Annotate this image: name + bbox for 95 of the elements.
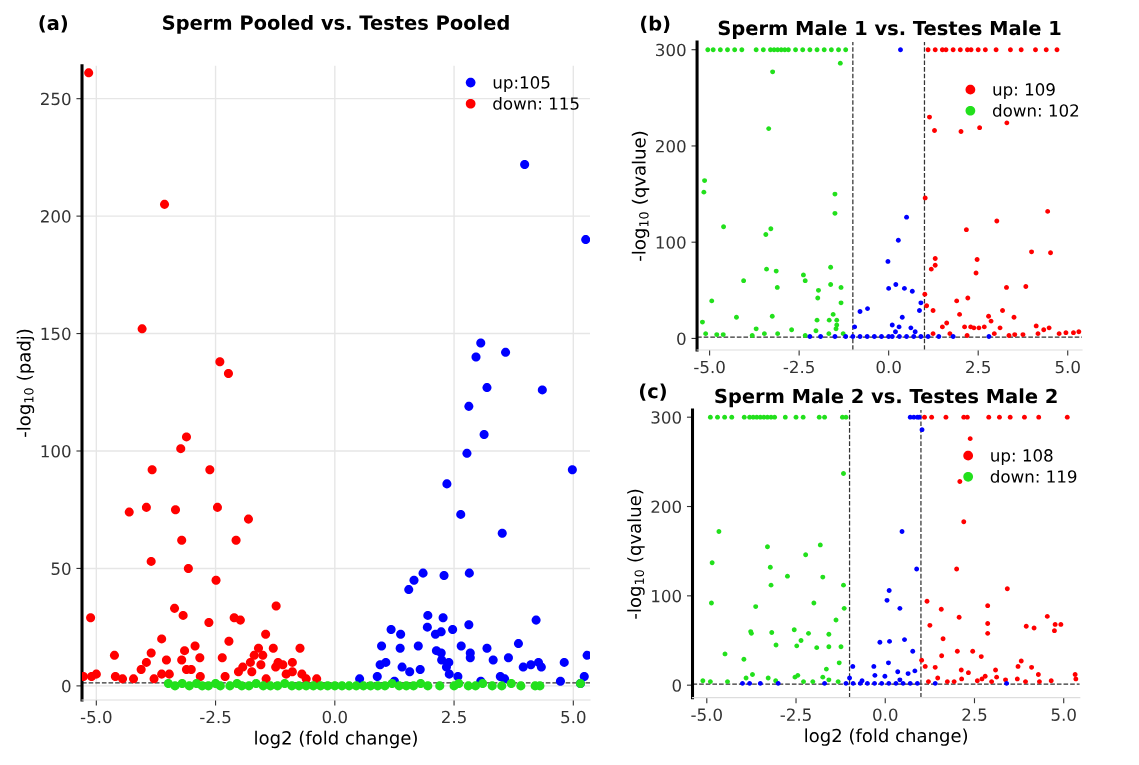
y-tick-label: 200 <box>41 210 71 223</box>
point <box>897 605 903 611</box>
y-tick-label: 250 <box>41 92 71 106</box>
point <box>893 282 899 287</box>
point <box>911 334 917 339</box>
x-tick-label: 5.0 <box>1051 708 1076 721</box>
point <box>898 47 903 53</box>
y-tick-label: 200 <box>656 139 686 153</box>
x-tick-label: -2.5 <box>200 710 231 724</box>
point <box>895 237 901 243</box>
y-tick-label: 100 <box>41 444 71 458</box>
y-axis-title: -log$_{10}$ (padj) <box>16 329 35 437</box>
chart-title: Sperm Male 2 vs. Testes Male 2 <box>715 388 1057 408</box>
point <box>908 325 914 331</box>
point <box>889 322 895 328</box>
point <box>865 306 870 312</box>
legend-label: up: 109 <box>993 83 1055 99</box>
point <box>910 648 916 654</box>
point <box>902 637 907 643</box>
text: (c) <box>639 383 666 401</box>
point <box>872 680 877 686</box>
point <box>852 324 858 330</box>
y-tick-label: 0 <box>62 679 71 693</box>
point <box>882 673 888 679</box>
y-tick-label: 50 <box>51 562 71 576</box>
point <box>914 680 920 686</box>
point <box>889 334 895 339</box>
text: (b) <box>640 15 670 33</box>
point <box>886 285 892 291</box>
x-tick-label: -5.0 <box>691 708 722 721</box>
y-tick-label: 150 <box>41 327 71 341</box>
x-tick-label: 0.0 <box>322 710 347 724</box>
y-tick-label: 200 <box>651 500 681 514</box>
x-tick-label: 2.5 <box>442 710 466 724</box>
point <box>884 597 890 603</box>
legend-label: up: 108 <box>991 449 1053 465</box>
y-axis-title: -log$_{10}$ (qvalue) <box>627 489 645 619</box>
legend-label: down: 115 <box>493 96 579 110</box>
point <box>899 314 905 320</box>
text: (a) <box>39 15 68 33</box>
point <box>886 660 891 666</box>
x-tick-label: -2.5 <box>780 708 811 721</box>
legend-label: up:105 <box>493 76 550 92</box>
point <box>893 329 898 335</box>
point <box>904 334 909 339</box>
chart-title: Sperm Pooled vs. Testes Pooled <box>163 14 509 34</box>
y-tick-label: 0 <box>677 332 686 346</box>
point <box>818 334 824 339</box>
x-tick-label: 5.0 <box>561 710 586 724</box>
point <box>864 680 870 686</box>
y-tick-label: 0 <box>672 679 681 692</box>
x-tick-label: 5.0 <box>1055 360 1080 374</box>
y-axis-title: -log$_{10}$ (qvalue) <box>631 131 650 261</box>
point <box>747 680 753 686</box>
point <box>909 288 915 294</box>
legend-label: down: 102 <box>992 103 1079 117</box>
point <box>901 285 907 291</box>
point <box>850 680 856 686</box>
y-tick-label: 300 <box>651 411 681 424</box>
point <box>822 680 827 686</box>
point <box>879 680 885 686</box>
y-tick-label: 100 <box>656 236 686 249</box>
y-tick-label: 300 <box>656 43 686 57</box>
point <box>886 588 892 593</box>
point <box>887 638 892 644</box>
x-axis-title: log2 (fold change) <box>805 728 968 746</box>
x-tick-label: 2.5 <box>962 708 987 721</box>
point <box>740 680 745 686</box>
point <box>917 308 922 313</box>
point <box>872 672 878 678</box>
point <box>907 680 913 686</box>
point <box>912 329 918 335</box>
x-tick-label: 2.5 <box>966 360 990 374</box>
point <box>886 680 892 686</box>
chart-title: Sperm Male 1 vs. Testes Male 1 <box>718 20 1061 40</box>
point <box>936 334 942 339</box>
point <box>879 334 884 339</box>
legend-label: down: 119 <box>990 469 1077 483</box>
x-axis-title: log2 (fold change) <box>255 730 417 749</box>
point <box>932 680 938 686</box>
point <box>871 334 877 339</box>
point <box>850 663 856 669</box>
point <box>877 639 883 645</box>
point <box>896 334 902 339</box>
point <box>904 214 909 220</box>
point <box>919 427 925 433</box>
x-tick-label: -2.5 <box>783 360 814 374</box>
x-tick-label: 0.0 <box>873 708 898 721</box>
point <box>895 669 901 675</box>
x-tick-label: -5.0 <box>694 360 725 374</box>
point <box>871 663 877 669</box>
x-tick-label: -5.0 <box>80 710 112 724</box>
x-tick-label: 0.0 <box>876 360 901 374</box>
point <box>757 680 763 686</box>
y-tick-label: 100 <box>652 589 681 603</box>
